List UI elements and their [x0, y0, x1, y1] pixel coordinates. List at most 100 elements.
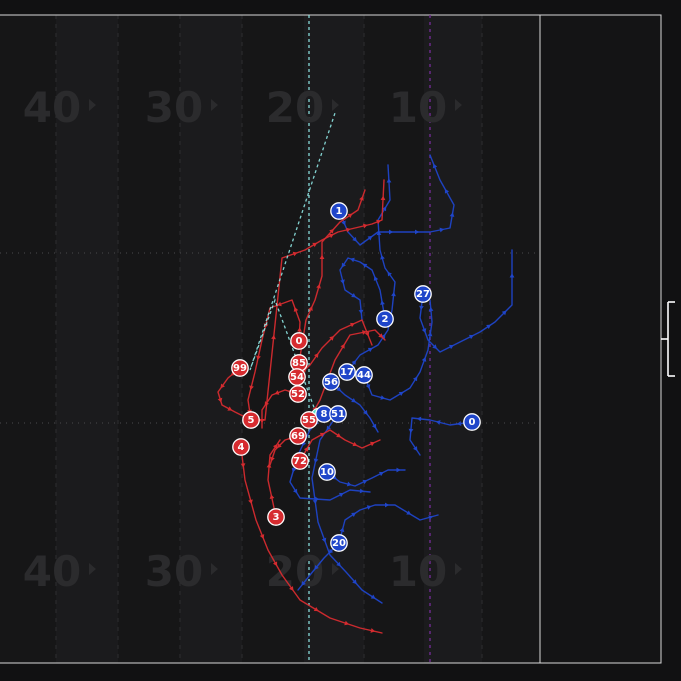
yard-number-20-bottom: 20	[266, 547, 324, 596]
track-arrow-icon	[406, 510, 412, 515]
track-arrow-icon	[416, 416, 422, 422]
track-arrow-icon	[220, 383, 225, 389]
away-player-jersey: 51	[331, 409, 345, 420]
track-arrow-icon	[367, 347, 373, 353]
yard-numbers-bottom: 40 30 20 10	[23, 547, 462, 596]
home-player-jersey: 55	[302, 415, 316, 426]
away-player-marker	[322, 373, 340, 391]
track-arrow-icon	[340, 279, 345, 285]
track-arrow-icon	[370, 628, 376, 633]
track-arrow-icon	[297, 327, 302, 332]
track-arrow-icon	[421, 357, 427, 362]
away-player-8[interactable]: 8	[315, 405, 333, 423]
track-arrow-icon	[336, 561, 341, 567]
away-player-1[interactable]: 1	[330, 202, 348, 220]
yard-number-30-bottom: 30	[145, 547, 203, 596]
track-arrow-icon	[376, 219, 381, 225]
home-player-jersey: 85	[292, 358, 306, 369]
track-arrow-icon	[339, 527, 345, 533]
track-arrow-icon	[328, 548, 334, 554]
direction-arrow-icon	[332, 563, 339, 575]
track-arrow-icon	[350, 257, 355, 263]
away-player-jersey: 0	[469, 417, 476, 428]
track-arrow-icon	[329, 336, 334, 341]
home-player-55[interactable]: 55	[300, 411, 318, 429]
direction-arrow-icon	[332, 99, 339, 111]
track-arrow-icon	[347, 213, 353, 218]
track-arrow-icon	[289, 586, 294, 591]
away-player-51[interactable]: 51	[329, 405, 347, 423]
home-player-4[interactable]: 4	[232, 438, 250, 456]
track-arrow-icon	[344, 620, 349, 626]
away-player-10[interactable]: 10	[318, 463, 336, 481]
track-arrow-icon	[336, 433, 341, 438]
track-arrow-icon	[435, 420, 441, 425]
track-arrow-icon	[291, 467, 297, 473]
track-arrow-icon	[303, 446, 309, 452]
yard-number-10-bottom: 10	[389, 547, 447, 596]
track-arrow-icon	[227, 406, 233, 411]
direction-arrow-icon	[211, 563, 218, 575]
track-arrow-icon	[277, 301, 282, 307]
hash-marks	[0, 252, 540, 424]
track-arrow-icon	[419, 305, 424, 311]
track-arrow-icon	[346, 481, 352, 487]
track-arrow-icon	[378, 471, 384, 477]
track-arrow-icon	[217, 397, 223, 403]
home-player-5[interactable]: 5	[242, 411, 260, 429]
track-arrow-icon	[326, 425, 331, 431]
home-player-72[interactable]: 72	[291, 452, 309, 470]
track-arrow-icon	[336, 386, 342, 392]
home-player-0[interactable]: 0	[290, 332, 308, 350]
away-player-jersey: 1	[336, 206, 343, 217]
yard-number-30-top: 30	[145, 83, 203, 132]
track-arrow-icon	[385, 502, 390, 508]
away-track-8	[338, 504, 439, 544]
track-arrow-icon	[376, 230, 382, 236]
yard-lines	[55, 15, 483, 663]
track-arrow-icon	[387, 271, 392, 277]
track-arrow-icon	[362, 223, 368, 229]
home-player-marker	[289, 385, 307, 403]
track-arrow-icon	[413, 446, 418, 451]
yard-number-40-bottom: 40	[23, 547, 81, 596]
track-arrow-icon	[449, 212, 455, 217]
home-track-5	[240, 446, 383, 634]
track-arrow-icon	[366, 505, 372, 510]
track-arrow-icon	[259, 419, 265, 424]
track-arrow-icon	[350, 322, 355, 328]
track-arrow-icon	[359, 488, 365, 494]
home-player-marker	[232, 438, 250, 456]
away-player-2[interactable]: 2	[376, 310, 394, 328]
home-player-jersey: 54	[290, 372, 304, 383]
away-player-56[interactable]: 56	[322, 373, 340, 391]
away-player-jersey: 8	[321, 409, 328, 420]
home-player-99[interactable]: 99	[231, 359, 249, 377]
away-player-20[interactable]: 20	[330, 534, 348, 552]
track-arrow-icon	[266, 463, 272, 468]
track-arrow-icon	[378, 333, 383, 338]
track-arrow-icon	[396, 467, 401, 473]
home-player-69[interactable]: 69	[289, 427, 307, 445]
away-player-jersey: 17	[340, 367, 354, 378]
home-player-jersey: 69	[291, 431, 305, 442]
away-player-27[interactable]: 27	[414, 285, 432, 303]
home-player-52[interactable]: 52	[289, 385, 307, 403]
track-arrow-icon	[351, 398, 356, 403]
yard-numbers-top: 40 30 20 10	[23, 83, 462, 132]
track-arrow-icon	[415, 229, 420, 235]
home-player-marker	[290, 332, 308, 350]
away-player-0[interactable]: 0	[463, 413, 481, 431]
home-player-54[interactable]: 54	[288, 368, 306, 386]
track-arrow-icon	[428, 306, 434, 312]
end-zone	[539, 14, 662, 664]
track-arrow-icon	[380, 300, 385, 305]
home-player-jersey: 5	[248, 415, 255, 426]
home-player-marker	[289, 427, 307, 445]
away-player-17[interactable]: 17	[338, 363, 356, 381]
home-player-3[interactable]: 3	[267, 508, 285, 526]
away-player-44[interactable]: 44	[355, 366, 373, 384]
track-arrow-icon	[371, 423, 377, 429]
track-arrow-icon	[427, 331, 433, 337]
